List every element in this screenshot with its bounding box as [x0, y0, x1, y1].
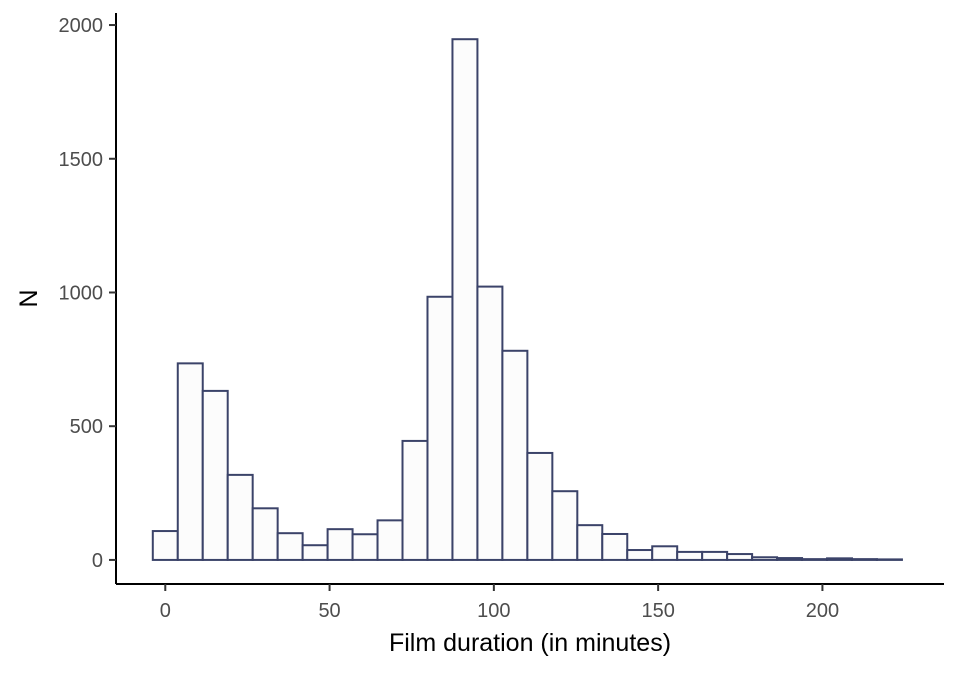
y-tick-label: 0 — [92, 550, 103, 572]
x-tick-label: 100 — [477, 600, 510, 622]
x-axis-title: Film duration (in minutes) — [389, 629, 671, 657]
x-tick-label: 150 — [641, 600, 674, 622]
y-tick-label: 500 — [70, 416, 103, 438]
histogram-bar — [701, 550, 729, 561]
histogram-bar — [676, 550, 704, 561]
histogram-bar — [201, 389, 229, 561]
histogram-bar — [826, 557, 854, 561]
histogram-bar — [651, 545, 679, 561]
x-tick-label: 50 — [318, 600, 340, 622]
x-ticks-group: 0 50 100 150 200 — [160, 584, 839, 622]
histogram-bar — [851, 558, 878, 561]
histogram-bar — [451, 38, 479, 561]
histogram-bar — [476, 285, 504, 561]
y-tick-label: 1500 — [59, 149, 104, 171]
histogram-bar — [226, 473, 254, 561]
histogram-bar — [401, 439, 429, 561]
histogram-bar — [276, 532, 304, 561]
histogram-bar — [751, 556, 779, 561]
histogram-bar — [801, 558, 829, 561]
y-tick-label: 2000 — [59, 15, 104, 37]
histogram-bar — [426, 295, 454, 561]
histogram-bar — [776, 557, 804, 561]
y-ticks-group: 0 500 1000 1500 2000 — [59, 15, 116, 572]
histogram-bar — [151, 530, 179, 561]
histogram-bar — [326, 528, 354, 561]
histogram-bar — [875, 558, 903, 561]
histogram-bar — [501, 349, 529, 561]
histogram-bar — [601, 532, 629, 561]
histogram-bar — [251, 507, 279, 561]
histogram-bar — [626, 549, 654, 561]
histogram-bar — [176, 362, 204, 561]
histogram-bar — [576, 524, 604, 561]
x-tick-label: 200 — [806, 600, 839, 622]
y-tick-label: 1000 — [59, 282, 104, 304]
histogram-bar — [526, 451, 554, 561]
histogram-bar — [301, 544, 329, 561]
x-tick-label: 0 — [160, 600, 171, 622]
histogram-bar — [726, 553, 754, 561]
histogram-bar — [351, 533, 379, 561]
histogram-bar — [551, 490, 579, 561]
y-axis-title: N — [15, 289, 43, 307]
bars-group — [151, 38, 903, 561]
histogram-bar — [376, 519, 404, 561]
